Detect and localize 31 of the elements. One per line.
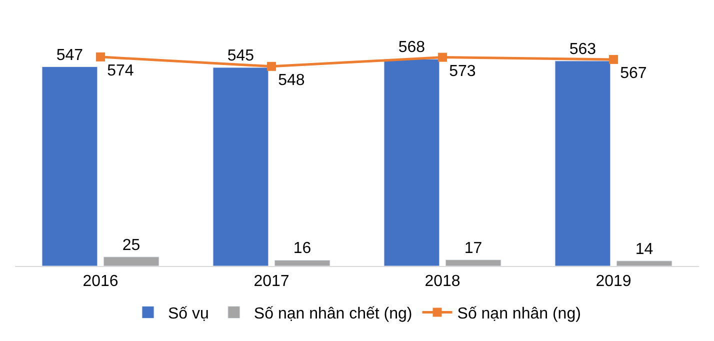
- bar: [616, 260, 672, 266]
- x-tick-label: 2018: [424, 273, 460, 290]
- x-tick-label: 2016: [82, 273, 118, 290]
- data-label: 567: [620, 65, 647, 82]
- data-label: 547: [56, 46, 84, 64]
- point: [96, 52, 105, 62]
- data-label: 17: [464, 240, 482, 257]
- bar: [384, 58, 440, 266]
- bar: [103, 256, 160, 266]
- data-label: 545: [227, 47, 254, 64]
- data-label: 14: [635, 240, 654, 258]
- bar: [445, 260, 502, 266]
- data-label: 574: [107, 62, 134, 80]
- data-label: 548: [278, 72, 305, 90]
- bar: [274, 260, 330, 266]
- x-tick-label: 2019: [596, 273, 632, 290]
- data-label: 573: [449, 62, 476, 80]
- data-label: 563: [569, 40, 596, 58]
- bar: [212, 67, 269, 266]
- bar: [42, 66, 98, 266]
- bar: [554, 60, 611, 266]
- x-tick-label: 2017: [254, 273, 290, 290]
- data-label: 568: [398, 39, 426, 56]
- point: [438, 52, 447, 62]
- legend-label: Số nạn nhân chết (ng): [254, 306, 412, 323]
- data-label: 25: [122, 236, 140, 254]
- point: [267, 62, 276, 71]
- legend-label: Số vụ: [168, 306, 209, 323]
- point: [609, 54, 618, 64]
- data-label: 16: [293, 240, 312, 258]
- legend-label: Số nạn nhân (ng): [457, 306, 581, 323]
